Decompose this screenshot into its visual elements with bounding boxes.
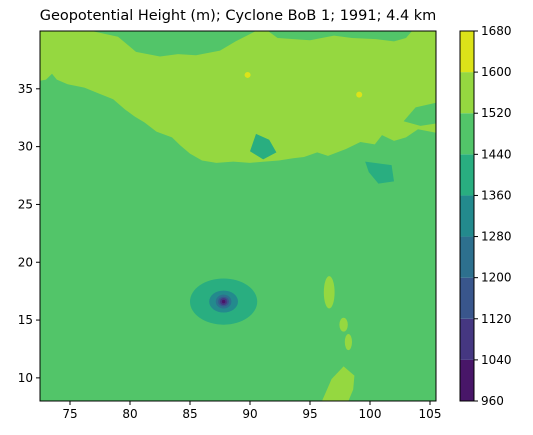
y-tick-label-15: 15 — [18, 313, 33, 327]
colorbar-tick-label-1680: 1680 — [481, 24, 512, 38]
contour-island-1520-1600-1 — [339, 317, 348, 332]
contour-peak-1600-1680-1 — [356, 91, 363, 98]
x-tick-label-75: 75 — [62, 407, 77, 421]
x-tick-label-105: 105 — [419, 407, 442, 421]
contour-band-1440-1520-basin — [91, 31, 256, 57]
plot-frame — [39, 30, 437, 402]
y-tick-label-10: 10 — [18, 371, 33, 385]
colorbar-tick-label-1600: 1600 — [481, 65, 512, 79]
colorbar-tick-label-960: 960 — [481, 394, 504, 408]
colorbar — [460, 31, 474, 401]
y-tick-label-20: 20 — [18, 255, 33, 269]
x-tick-label-95: 95 — [302, 407, 317, 421]
colorbar-tick-label-1280: 1280 — [481, 230, 512, 244]
colorbar-frame — [459, 30, 475, 402]
y-tick-label-35: 35 — [18, 82, 33, 96]
colorbar-segment-1520-1600 — [460, 72, 474, 114]
x-axis: 75 80 85 90 95 100 105 — [62, 401, 441, 421]
colorbar-tick-label-1120: 1120 — [481, 312, 512, 326]
contour-band-1520-1600-south — [322, 366, 355, 401]
x-tick-label-85: 85 — [182, 407, 197, 421]
colorbar-tick-label-1440: 1440 — [481, 147, 512, 161]
colorbar-tick-label-1040: 1040 — [481, 353, 512, 367]
contour-peak-1600-1680-0 — [244, 71, 251, 78]
chart-title: Geopotential Height (m); Cyclone BoB 1; … — [40, 8, 437, 24]
contour-band-1520-1600-plateau — [40, 31, 436, 163]
colorbar-tick-label-1200: 1200 — [481, 271, 512, 285]
colorbar-segment-1040-1120 — [460, 318, 474, 360]
colorbar-segment-960-1040 — [460, 359, 474, 401]
colorbar-tick-label-1360: 1360 — [481, 188, 512, 202]
x-tick-label-100: 100 — [359, 407, 382, 421]
contour-island-1520-1600-2 — [344, 333, 352, 351]
contour-band-1440-1520-east — [403, 102, 436, 126]
contour-patch-1360-1440-1 — [365, 161, 394, 184]
contour-island-1520-1600-0 — [323, 276, 335, 309]
contour-band-1440-1520-north — [268, 31, 412, 42]
x-tick-label-90: 90 — [242, 407, 257, 421]
contour-patch-1360-1440-0 — [250, 133, 277, 160]
colorbar-segment-1440-1520 — [460, 113, 474, 155]
colorbar-segment-1600-1680 — [460, 31, 474, 73]
cyclone-ring-960 — [221, 299, 226, 304]
y-axis: 10 15 20 25 30 35 — [18, 82, 40, 385]
colorbar-segment-1120-1200 — [460, 277, 474, 319]
colorbar-segment-1280-1360 — [460, 195, 474, 237]
colorbar-axis: 960 1040 1120 1200 1280 1360 1440 1520 1600 1680 — [474, 24, 512, 408]
colorbar-segment-1200-1280 — [460, 236, 474, 278]
colorbar-segment-1360-1440 — [460, 154, 474, 196]
plot-area — [40, 31, 436, 401]
x-tick-label-80: 80 — [122, 407, 137, 421]
y-tick-label-30: 30 — [18, 140, 33, 154]
colorbar-tick-label-1520: 1520 — [481, 106, 512, 120]
y-tick-label-25: 25 — [18, 197, 33, 211]
